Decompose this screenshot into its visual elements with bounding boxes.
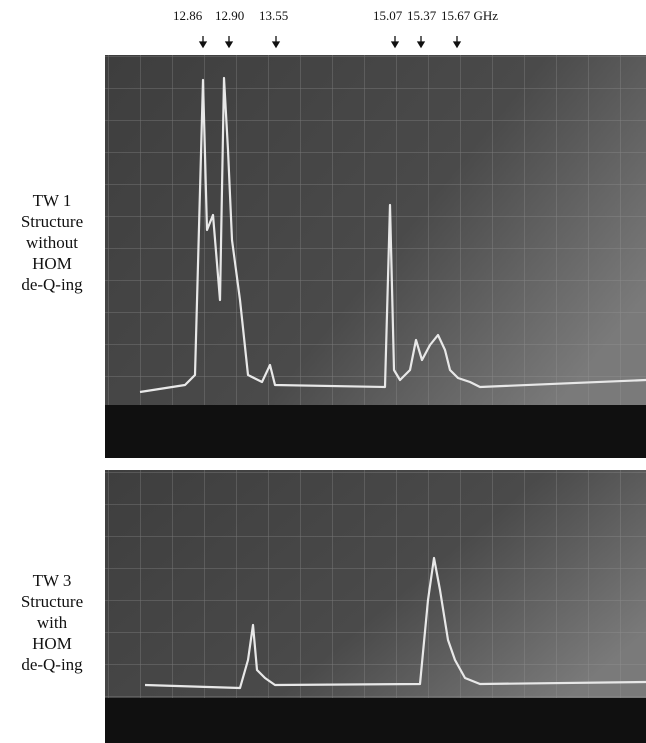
arrows (198, 36, 462, 49)
frequency-label: 12.86 (173, 8, 203, 23)
label-line: with (37, 613, 68, 632)
label-line: TW 1 (33, 191, 72, 210)
label-line: HOM (32, 634, 72, 653)
frequency-label: 15.37 (407, 8, 437, 23)
frequency-labels: 12.86 12.90 13.55 15.07 15.37 15.67 GHz (173, 8, 498, 23)
frequency-label: 15.07 (373, 8, 403, 23)
frequency-label: 12.90 (215, 8, 244, 23)
panel-label: TW 3 Structure with HOM de-Q-ing (21, 571, 83, 674)
label-line: Structure (21, 592, 83, 611)
label-line: HOM (32, 254, 72, 273)
label-line: de-Q-ing (21, 275, 83, 294)
label-line: de-Q-ing (21, 655, 83, 674)
spectrum-photo (105, 55, 646, 458)
label-line: without (26, 233, 78, 252)
label-line: Structure (21, 212, 83, 231)
frequency-label: 15.67 GHz (441, 8, 498, 23)
spectrum-photo (105, 470, 646, 743)
panel-label: TW 1 Structure without HOM de-Q-ing (21, 191, 83, 294)
frequency-label: 13.55 (259, 8, 288, 23)
label-line: TW 3 (33, 571, 72, 590)
